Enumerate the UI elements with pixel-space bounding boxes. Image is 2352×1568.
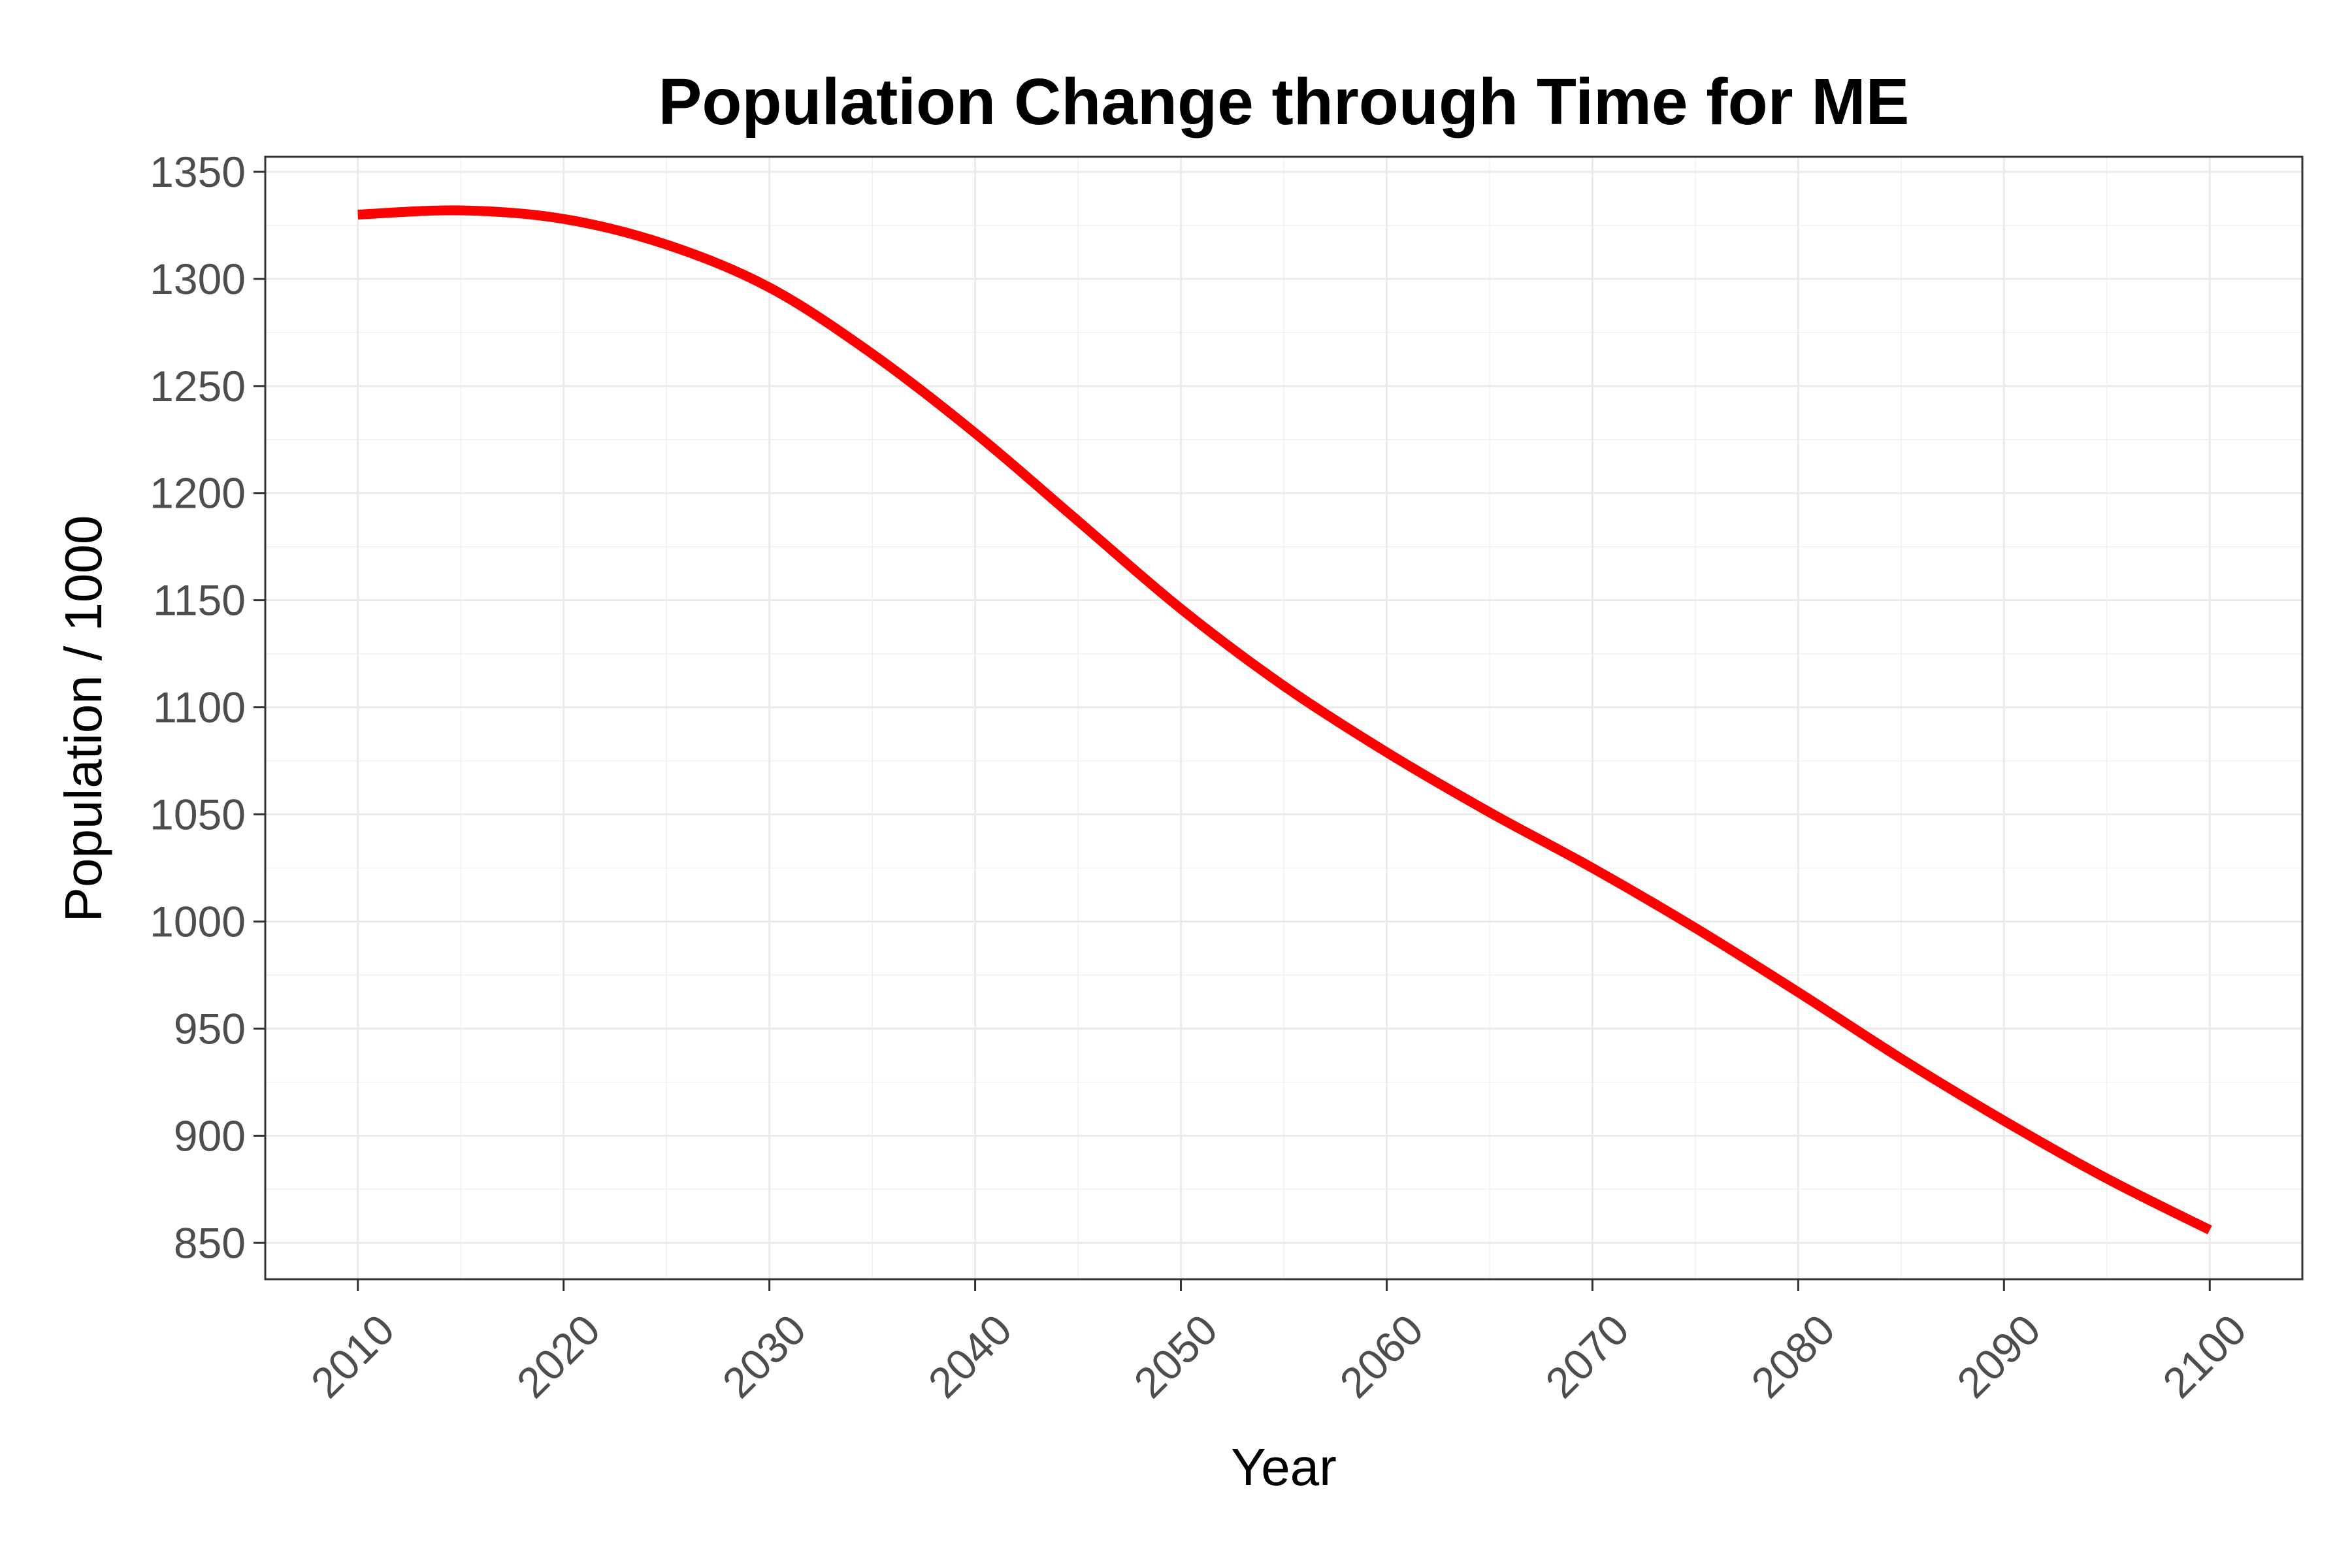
- x-tick-labels: 2010 2020 2030 2040 2050 2060 2070 2080 2090 2100: [301, 1305, 2255, 1407]
- y-tick-label: 850: [174, 1218, 246, 1267]
- x-tick-label: 2020: [507, 1305, 609, 1407]
- grid-lines: [265, 157, 2302, 1279]
- y-tick-label: 1300: [150, 255, 246, 303]
- x-tick-label: 2040: [919, 1305, 1021, 1407]
- y-tick-label: 1200: [150, 469, 246, 517]
- x-tick-label: 2070: [1536, 1305, 1638, 1407]
- axis-ticks: [253, 171, 2211, 1291]
- x-tick-label: 2100: [2153, 1305, 2255, 1407]
- y-tick-label: 900: [174, 1111, 246, 1160]
- x-tick-label: 2010: [301, 1305, 403, 1407]
- x-tick-label: 2050: [1124, 1305, 1226, 1407]
- plot-panel-border: [264, 155, 2304, 1281]
- series-lines: [357, 205, 2212, 1235]
- x-axis-title: Year: [1231, 1438, 1337, 1496]
- x-tick-label: 2030: [713, 1305, 815, 1407]
- x-tick-label: 2090: [1948, 1305, 2050, 1407]
- y-tick-label: 1250: [150, 362, 246, 410]
- y-tick-label: 1150: [153, 576, 246, 625]
- y-tick-label: 1100: [153, 683, 246, 732]
- y-axis-title: Population / 1000: [54, 515, 112, 923]
- y-tick-label: 1050: [150, 791, 246, 839]
- x-tick-label: 2080: [1742, 1305, 1844, 1407]
- y-tick-label: 950: [174, 1004, 246, 1053]
- chart-title: Population Change through Time for ME: [659, 65, 1910, 139]
- x-tick-label: 2060: [1330, 1305, 1432, 1407]
- y-tick-label: 1000: [150, 897, 246, 945]
- y-tick-label: 1350: [150, 148, 246, 196]
- y-tick-labels: 850 900 950 1000 1050 1100 1150 1200 1250 1300 135…: [150, 148, 246, 1267]
- population-series-line: [357, 205, 2212, 1235]
